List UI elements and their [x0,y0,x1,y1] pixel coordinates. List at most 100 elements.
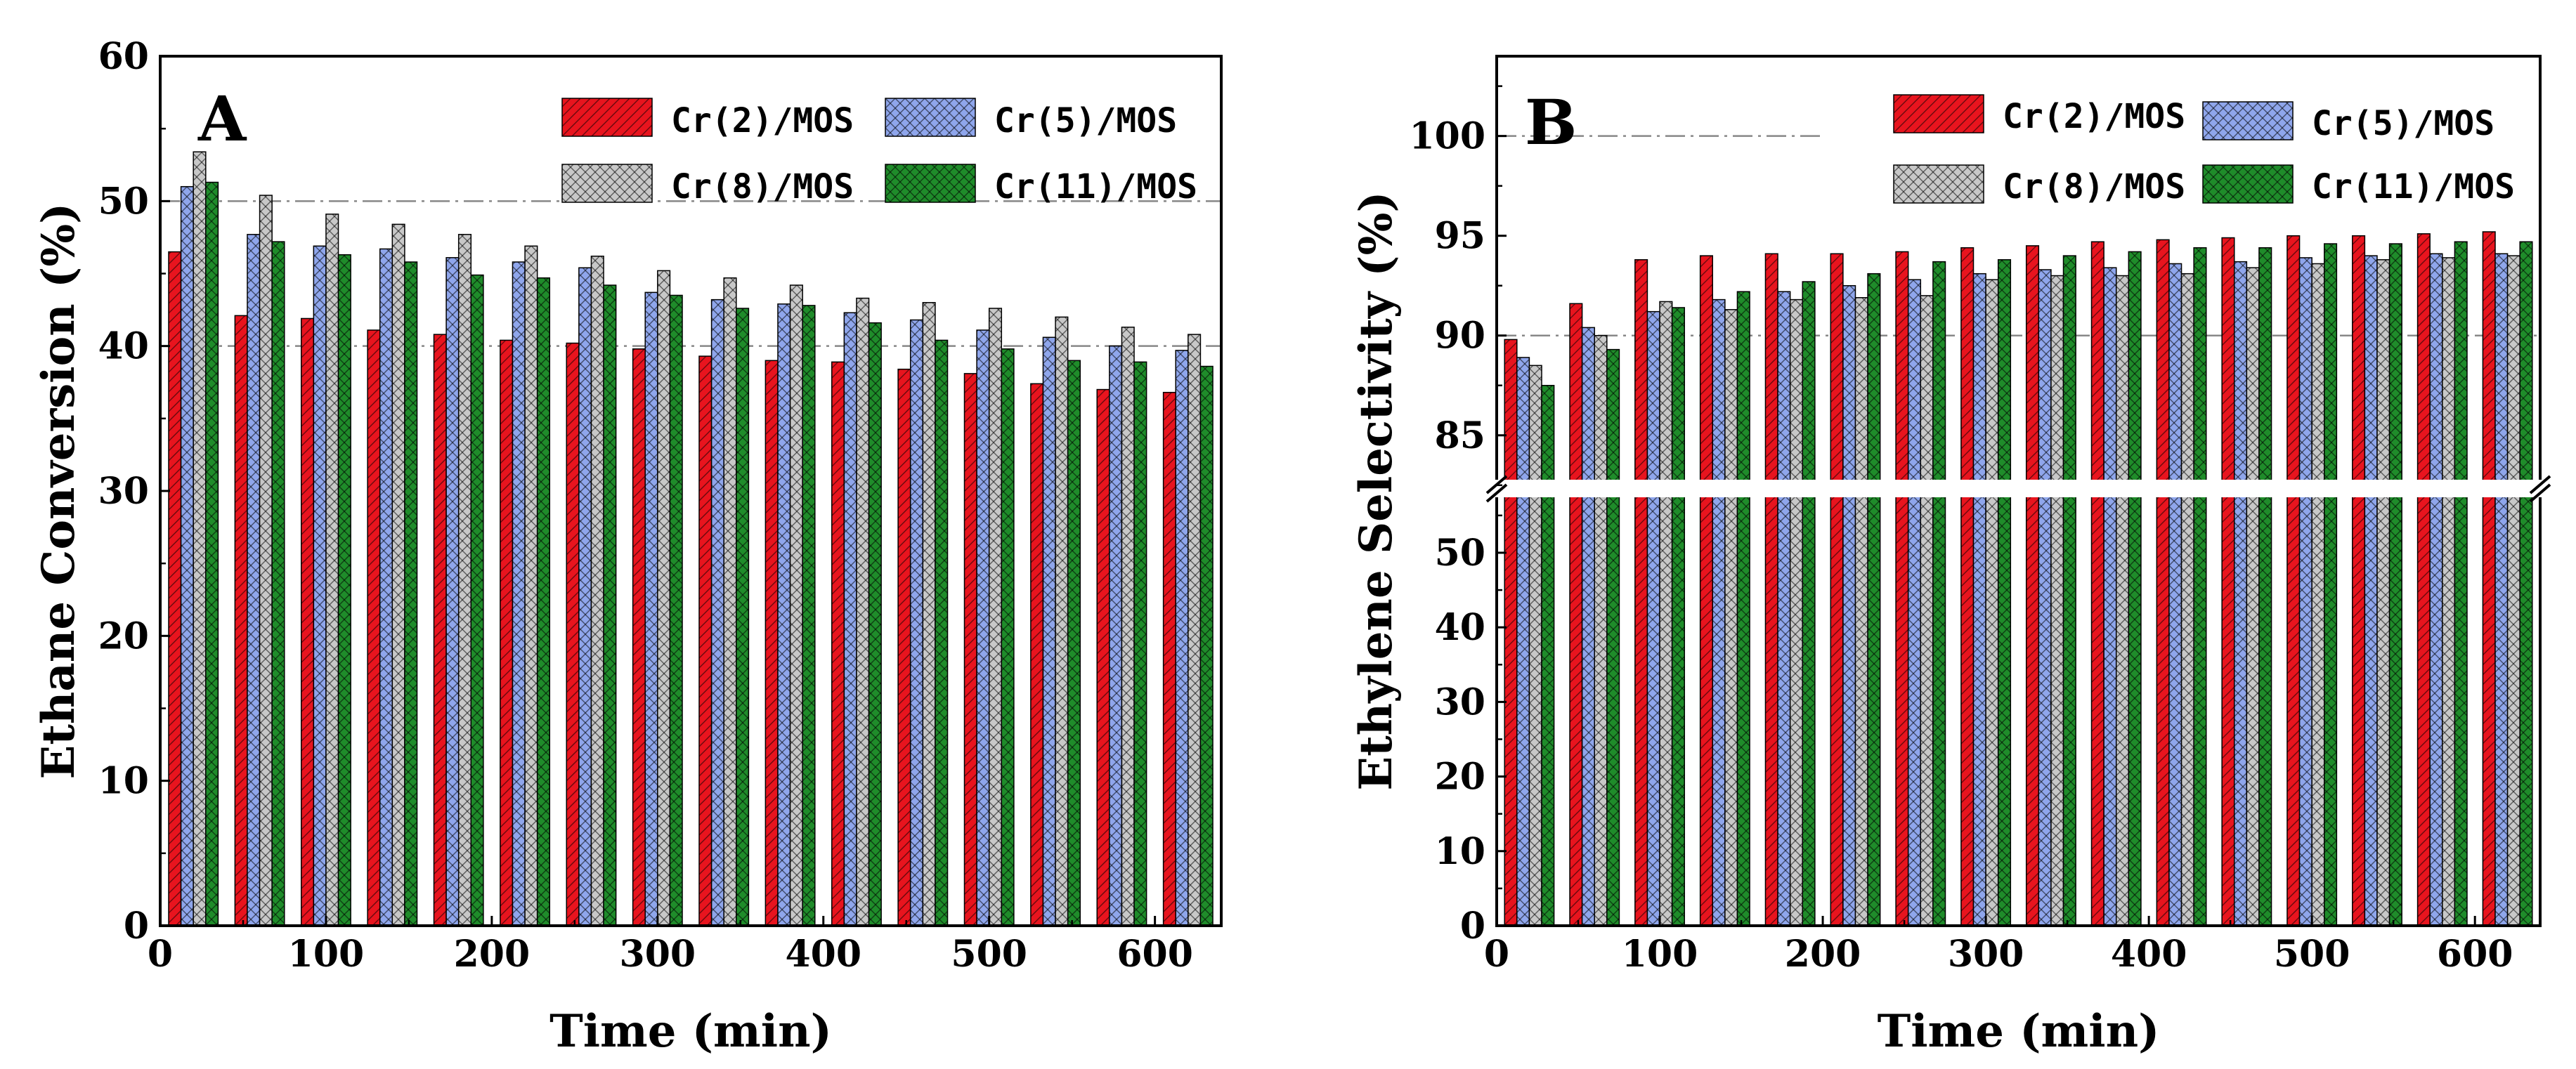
bar-cr-2-mos-t500 [963,373,977,926]
bar-cr-8-mos-t420 [2180,273,2194,926]
bar-cr-11-mos-t500 [1001,348,1015,926]
bar-cr-2-mos-t60 [1569,303,1583,926]
bar-cr-2-mos-t540 [1030,383,1044,926]
axis-break-mark-left-2 [1485,483,1508,503]
bar-cr-5-mos-t460 [909,319,924,926]
bar-cr-8-mos-t260 [1920,295,1934,926]
bar-cr-2-mos-t420 [831,361,845,926]
bar-cr-5-mos-t60 [247,234,261,926]
x-tick-label-200: 200 [454,933,531,976]
bar-cr-5-mos-t500 [976,329,990,926]
bar-cr-8-mos-t60 [259,195,273,926]
bar-cr-2-mos-t460 [897,368,911,926]
bar-cr-8-mos-t460 [2246,267,2260,926]
bar-cr-2-mos-t380 [765,360,779,926]
bar-cr-2-mos-t100 [1634,259,1648,926]
bar-cr-2-mos-t300 [1960,247,1975,926]
bar-cr-11-mos-t260 [603,284,617,926]
bar-cr-8-mos-t460 [922,302,936,926]
bar-cr-11-mos-t180 [1802,281,1816,926]
bar-cr-5-mos-t340 [2038,269,2052,926]
bar-cr-5-mos-t20 [180,185,194,926]
bar-cr-11-mos-t60 [271,241,285,926]
x-tick-label-400: 400 [785,933,861,976]
bar-cr-8-mos-t580 [1121,327,1135,926]
bar-cr-2-mos-t180 [433,334,447,926]
x-tick-label-500: 500 [2274,933,2350,976]
bar-cr-5-mos-t460 [2233,261,2248,926]
y-axis-title: Ethylene Selectivity (%) [1350,191,1403,790]
bar-cr-2-mos-t140 [367,329,381,926]
legend-swatch-cr-8-mos [561,164,653,203]
bar-cr-8-mos-t580 [2442,257,2456,926]
bar-cr-5-mos-t220 [512,261,526,926]
bar-cr-2-mos-t220 [500,339,514,926]
bar-cr-2-mos-t460 [2221,237,2235,926]
bar-cr-5-mos-t260 [1907,279,1922,926]
bar-cr-5-mos-t540 [2364,255,2378,926]
bar-cr-11-mos-t540 [1067,360,1081,926]
bar-cr-11-mos-t460 [935,339,949,926]
bar-cr-8-mos-t540 [2376,259,2390,926]
bar-cr-5-mos-t340 [710,299,724,926]
bar-cr-8-mos-t180 [457,234,472,926]
bar-cr-8-mos-t180 [1789,299,1804,926]
bar-cr-5-mos-t300 [644,291,658,926]
y-tick-label-85: 85 [1435,414,1485,457]
bar-cr-2-mos-t20 [1504,339,1518,926]
bar-cr-5-mos-t620 [2494,253,2509,926]
bar-cr-5-mos-t100 [313,245,327,926]
bar-cr-8-mos-t620 [1188,334,1202,926]
bar-cr-5-mos-t380 [777,303,791,926]
bar-cr-5-mos-t220 [1842,284,1856,926]
y-tick-label-0: 0 [124,905,149,947]
bar-cr-5-mos-t540 [1042,336,1056,926]
bar-cr-2-mos-t580 [2416,233,2431,926]
y-tick-label-95: 95 [1435,215,1485,258]
bar-cr-11-mos-t620 [2519,241,2533,926]
bar-cr-11-mos-t420 [868,322,882,926]
bar-cr-11-mos-t140 [404,261,418,926]
y-tick-label-20: 20 [98,615,149,657]
bar-cr-8-mos-t220 [1854,297,1868,926]
bar-cr-11-mos-t380 [2128,251,2142,926]
x-tick-label-400: 400 [2111,933,2187,976]
legend-label-cr-8-mos: Cr(8)/MOS [2003,167,2185,206]
panel-b-ethylene-selectivity: 0 10 20 30 40 50 85 90 95 100 0 100 200 300 400 500 600 T… [1350,55,2561,1058]
bar-cr-11-mos-t100 [337,254,351,926]
legend-label-cr-5-mos: Cr(5)/MOS [994,101,1177,140]
bar-cr-2-mos-t140 [1699,255,1713,926]
bar-cr-5-mos-t180 [1777,291,1791,926]
x-tick-label-100: 100 [288,933,365,976]
bar-cr-11-mos-t340 [2062,255,2076,926]
bar-cr-2-mos-t380 [2090,241,2105,926]
bar-cr-8-mos-t340 [2050,275,2064,926]
bar-cr-8-mos-t220 [524,245,538,926]
bar-cr-11-mos-t420 [2193,247,2207,926]
bar-cr-2-mos-t20 [168,251,182,926]
y-tick-label-0: 0 [1460,905,1485,947]
bar-cr-5-mos-t140 [379,248,393,926]
bar-cr-8-mos-t420 [856,297,870,926]
bar-cr-2-mos-t540 [2352,235,2366,926]
bar-cr-11-mos-t580 [1133,361,1147,926]
bar-cr-8-mos-t620 [2506,255,2520,926]
x-tick-label-100: 100 [1622,933,1698,976]
bar-cr-11-mos-t380 [802,305,816,926]
axis-break-mark-right-2 [2529,483,2551,503]
bar-cr-11-mos-t220 [536,277,551,926]
bar-cr-5-mos-t260 [578,267,592,926]
y-tick-label-50: 50 [1435,532,1485,575]
x-tick-label-600: 600 [1117,933,1193,976]
legend-swatch-cr-11-mos [2202,164,2294,204]
bar-cr-5-mos-t180 [445,257,460,926]
bar-cr-2-mos-t100 [300,317,315,926]
y-tick-label-100: 100 [1409,115,1485,158]
legend-label-cr-11-mos: Cr(11)/MOS [994,167,1197,206]
y-tick-label-40: 40 [1435,606,1485,649]
bar-cr-8-mos-t60 [1594,334,1608,926]
bar-cr-5-mos-t620 [1175,350,1189,926]
bar-cr-5-mos-t20 [1516,357,1530,926]
bar-cr-8-mos-t500 [2311,263,2325,926]
